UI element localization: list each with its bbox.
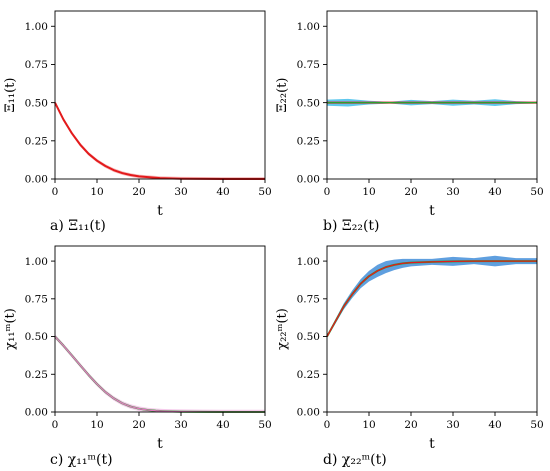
confidence-band — [327, 255, 537, 339]
y-tick-label: 0.00 — [25, 407, 48, 419]
y-tick-label: 0.50 — [25, 331, 48, 343]
x-axis-label: t — [157, 436, 163, 452]
x-tick-label: 10 — [90, 186, 103, 198]
y-tick-label: 0.25 — [25, 369, 48, 381]
y-axis-label: Ξ₂₂(t) — [275, 78, 290, 113]
y-tick-label: 0.25 — [25, 136, 48, 148]
x-tick-label: 20 — [132, 419, 145, 431]
panel-a: 0 10 20 30 40 50 0.00 0.25 0.50 0.75 1.00 t Ξ₁₁(t) a)… — [3, 10, 272, 234]
x-tick-label: 0 — [52, 419, 59, 431]
y-tick-label: 0.25 — [297, 136, 320, 148]
y-tick-label: 0.75 — [297, 294, 320, 306]
panel-b: 0 10 20 30 40 50 0.00 0.25 0.50 0.75 1.00 t Ξ₂₂(t) b)… — [275, 10, 544, 234]
series-line — [326, 260, 537, 338]
x-tick-label: 0 — [324, 186, 331, 198]
x-tick-label: 30 — [446, 419, 459, 431]
x-tick-label: 30 — [174, 419, 187, 431]
y-axis-label: χ₁₁ᵐ(t) — [3, 308, 18, 350]
y-axis-label: χ₂₂ᵐ(t) — [275, 308, 290, 350]
y-tick-label: 0.25 — [297, 369, 320, 381]
x-tick-label: 30 — [446, 186, 459, 198]
x-tick-label: 10 — [362, 186, 375, 198]
y-tick-label: 0.50 — [25, 97, 48, 109]
panel-d: 0 10 20 30 40 50 0.00 0.25 0.50 0.75 1.00 t χ₂₂ᵐ(t) d… — [275, 245, 544, 468]
x-axis-label: t — [157, 203, 163, 219]
x-tick-label: 50 — [530, 419, 543, 431]
y-tick-label: 0.75 — [25, 294, 48, 306]
x-tick-label: 40 — [216, 186, 229, 198]
x-tick-label: 20 — [404, 186, 417, 198]
x-tick-label: 30 — [174, 186, 187, 198]
y-tick-label: 0.75 — [297, 59, 320, 71]
x-tick-label: 40 — [488, 419, 501, 431]
y-tick-label: 0.00 — [297, 407, 320, 419]
y-axis-label: Ξ₁₁(t) — [3, 78, 18, 113]
x-tick-label: 20 — [132, 186, 145, 198]
x-tick-label: 50 — [530, 186, 543, 198]
panel-caption: d) χ₂₂ᵐ(t) — [323, 452, 387, 468]
y-tick-label: 0.75 — [25, 59, 48, 71]
plot-frame — [326, 245, 538, 413]
x-tick-label: 10 — [90, 419, 103, 431]
x-tick-label: 0 — [324, 419, 331, 431]
y-tick-label: 1.00 — [25, 21, 48, 33]
panel-caption: b) Ξ₂₂(t) — [323, 218, 380, 234]
panel-caption: c) χ₁₁ᵐ(t) — [50, 452, 113, 468]
plot-frame — [326, 10, 538, 180]
y-tick-label: 1.00 — [297, 256, 320, 268]
x-tick-label: 10 — [362, 419, 375, 431]
x-tick-label: 20 — [404, 419, 417, 431]
x-axis-label: t — [429, 203, 435, 219]
plot-frame — [54, 10, 266, 180]
confidence-band — [55, 100, 265, 179]
y-tick-label: 0.50 — [297, 331, 320, 343]
x-tick-label: 40 — [488, 186, 501, 198]
y-tick-label: 0.50 — [297, 97, 320, 109]
x-tick-label: 50 — [258, 419, 271, 431]
x-tick-label: 50 — [258, 186, 271, 198]
panel-c: 0 10 20 30 40 50 0.00 0.25 0.50 0.75 1.00 t χ₁₁ᵐ(t) c… — [3, 245, 272, 468]
plot-frame — [54, 245, 266, 413]
y-tick-label: 0.00 — [25, 174, 48, 186]
y-tick-label: 1.00 — [25, 256, 48, 268]
series-line — [54, 102, 265, 180]
x-tick-label: 40 — [216, 419, 229, 431]
x-axis-label: t — [429, 436, 435, 452]
series-line — [326, 260, 537, 337]
panel-caption: a) Ξ₁₁(t) — [50, 218, 106, 234]
x-tick-label: 0 — [52, 186, 59, 198]
y-tick-label: 1.00 — [297, 21, 320, 33]
y-tick-label: 0.00 — [297, 174, 320, 186]
